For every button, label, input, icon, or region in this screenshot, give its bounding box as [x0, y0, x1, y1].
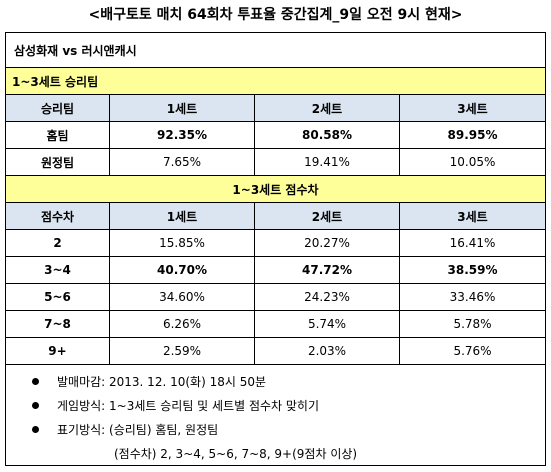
note-item: 표기방식: (승리팀) 홈팀, 원정팀	[6, 417, 545, 441]
table-row: 9+ 2.59% 2.03% 5.76%	[5, 337, 546, 365]
table-row: 2 15.85% 20.27% 16.41%	[5, 229, 546, 257]
table-cell: 19.41%	[254, 148, 400, 176]
table-cell: 92.35%	[109, 121, 255, 149]
column-header: 2세트	[254, 94, 400, 122]
match-row: 삼성화재 vs 러시앤캐시	[5, 32, 546, 68]
table-cell: 80.58%	[254, 121, 400, 149]
bullet-icon	[32, 377, 39, 385]
table-cell: 24.23%	[254, 283, 400, 311]
note-continuation: (점수차) 2, 3~4, 5~6, 7~8, 9+(9점차 이상)	[114, 446, 358, 461]
win-team-header-row: 승리팀 1세트 2세트 3세트	[5, 94, 546, 122]
table-row: 5~6 34.60% 24.23% 33.46%	[5, 283, 546, 311]
table-cell: 5.74%	[254, 310, 400, 338]
match-name: 삼성화재 vs 러시앤캐시	[5, 32, 546, 68]
row-label: 5~6	[5, 283, 110, 311]
table-cell: 6.26%	[109, 310, 255, 338]
table-cell: 34.60%	[109, 283, 255, 311]
column-header: 3세트	[399, 202, 546, 230]
table-row: 3~4 40.70% 47.72% 38.59%	[5, 256, 546, 284]
note-text: 발매마감: 2013. 12. 10(화) 18시 50분	[57, 374, 267, 389]
table-cell: 38.59%	[399, 256, 546, 284]
table-cell: 2.59%	[109, 337, 255, 365]
bullet-icon	[32, 401, 39, 409]
row-label: 원정팀	[5, 148, 110, 176]
notes-row: 발매마감: 2013. 12. 10(화) 18시 50분 게임방식: 1~3세…	[5, 364, 546, 466]
win-team-section-label: 1~3세트 승리팀	[5, 67, 546, 95]
table-row: 원정팀 7.65% 19.41% 10.05%	[5, 148, 546, 176]
table-cell: 5.76%	[399, 337, 546, 365]
table-cell: 5.78%	[399, 310, 546, 338]
bullet-icon	[32, 425, 39, 433]
row-label: 3~4	[5, 256, 110, 284]
table-row: 7~8 6.26% 5.74% 5.78%	[5, 310, 546, 338]
vote-rate-table: 삼성화재 vs 러시앤캐시 1~3세트 승리팀 승리팀 1세트 2세트 3세트 …	[5, 32, 546, 466]
page-title: <배구토토 매치 64회차 투표율 중간집계_9일 오전 9시 현재>	[88, 7, 463, 23]
column-header: 2세트	[254, 202, 400, 230]
column-header: 1세트	[109, 94, 255, 122]
table-cell: 16.41%	[399, 229, 546, 257]
note-text: 게임방식: 1~3세트 승리팀 및 세트별 점수차 맞히기	[57, 398, 320, 413]
table-cell: 20.27%	[254, 229, 400, 257]
table-cell: 33.46%	[399, 283, 546, 311]
note-item: 발매마감: 2013. 12. 10(화) 18시 50분	[6, 369, 545, 393]
column-header: 승리팀	[5, 94, 110, 122]
row-label: 2	[5, 229, 110, 257]
row-label: 홈팀	[5, 121, 110, 149]
column-header: 점수차	[5, 202, 110, 230]
win-team-section-row: 1~3세트 승리팀	[5, 67, 546, 95]
table-cell: 2.03%	[254, 337, 400, 365]
score-diff-header-row: 점수차 1세트 2세트 3세트	[5, 202, 546, 230]
table-cell: 7.65%	[109, 148, 255, 176]
note-item: 게임방식: 1~3세트 승리팀 및 세트별 점수차 맞히기	[6, 393, 545, 417]
row-label: 9+	[5, 337, 110, 365]
column-header: 3세트	[399, 94, 546, 122]
note-text: 표기방식: (승리팀) 홈팀, 원정팀	[57, 422, 219, 437]
column-header: 1세트	[109, 202, 255, 230]
table-cell: 47.72%	[254, 256, 400, 284]
score-diff-section-row: 1~3세트 점수차	[5, 175, 546, 203]
table-cell: 15.85%	[109, 229, 255, 257]
row-label: 7~8	[5, 310, 110, 338]
table-cell: 40.70%	[109, 256, 255, 284]
score-diff-section-label: 1~3세트 점수차	[5, 175, 546, 203]
table-cell: 89.95%	[399, 121, 546, 149]
table-row: 홈팀 92.35% 80.58% 89.95%	[5, 121, 546, 149]
notes-cell: 발매마감: 2013. 12. 10(화) 18시 50분 게임방식: 1~3세…	[5, 364, 546, 466]
table-cell: 10.05%	[399, 148, 546, 176]
